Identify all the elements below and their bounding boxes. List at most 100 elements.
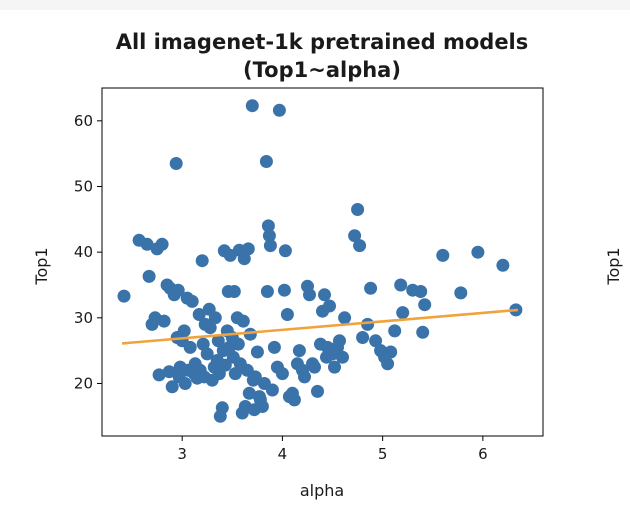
data-point-58	[228, 367, 242, 381]
data-point-84	[263, 239, 277, 253]
data-point-82	[261, 219, 275, 233]
data-point-78	[255, 400, 269, 413]
y-tick-label-2: 30	[74, 309, 93, 327]
y-axis-label: Top1	[32, 247, 51, 285]
data-point-16	[169, 157, 183, 170]
data-point-97	[292, 344, 306, 358]
data-point-135	[436, 248, 450, 262]
data-point-122	[364, 281, 378, 295]
data-point-57	[227, 285, 241, 298]
data-point-14	[165, 380, 179, 394]
data-point-42	[208, 311, 222, 325]
data-point-47	[215, 401, 229, 415]
data-point-83	[262, 229, 276, 243]
data-point-103	[308, 360, 321, 374]
data-point-81	[260, 285, 274, 298]
data-point-26	[183, 340, 197, 354]
data-point-132	[414, 285, 428, 298]
data-point-90	[277, 283, 291, 297]
y-tick-label-1: 20	[74, 374, 93, 392]
data-point-130	[396, 306, 410, 320]
data-point-95	[287, 393, 301, 407]
data-points	[117, 99, 523, 423]
fit-line	[121, 308, 519, 345]
data-point-127	[384, 345, 398, 359]
data-point-99	[298, 370, 311, 384]
data-point-50	[218, 358, 232, 372]
data-point-31	[192, 308, 206, 321]
data-point-4	[142, 269, 156, 283]
data-point-134	[418, 298, 432, 312]
axis-ticks: 3 4 5 6 20 30 40 50 60	[74, 112, 488, 463]
data-point-91	[278, 244, 292, 258]
data-point-123	[369, 334, 383, 348]
data-point-120	[356, 331, 370, 344]
data-point-110	[323, 299, 336, 313]
data-point-34	[196, 337, 210, 351]
data-point-133	[416, 325, 430, 339]
data-point-115	[336, 350, 349, 364]
data-point-114	[333, 334, 346, 348]
data-point-37	[200, 347, 214, 361]
data-point-92	[280, 308, 294, 321]
data-point-71	[245, 99, 259, 113]
chart-title: All imagenet-1k pretrained models	[116, 30, 529, 54]
data-point-119	[353, 239, 367, 253]
data-point-44	[211, 334, 225, 348]
data-point-18	[171, 283, 185, 297]
data-point-138	[496, 258, 510, 272]
fit-line-group	[121, 308, 519, 345]
data-point-86	[267, 340, 281, 354]
data-point-12	[162, 365, 176, 379]
data-point-60	[231, 337, 245, 351]
data-point-3	[140, 237, 154, 251]
y-tick-label-3: 40	[74, 243, 93, 261]
chart-subtitle: (Top1~alpha)	[243, 58, 401, 82]
data-point-126	[381, 357, 395, 371]
data-point-137	[471, 245, 485, 259]
data-point-27	[185, 294, 199, 308]
data-point-88	[272, 103, 286, 117]
data-point-65	[237, 252, 251, 266]
data-point-117	[348, 229, 362, 243]
data-point-68	[241, 242, 255, 256]
data-point-8	[152, 368, 166, 382]
data-point-107	[318, 288, 331, 302]
plot-frame	[101, 87, 544, 437]
data-point-112	[328, 360, 341, 374]
x-tick-label-4: 6	[478, 445, 488, 463]
data-point-80	[259, 155, 273, 168]
x-axis-label: alpha	[300, 481, 344, 500]
data-point-39	[203, 321, 217, 335]
data-point-121	[361, 317, 375, 331]
data-point-128	[388, 324, 402, 338]
data-point-9	[155, 237, 169, 251]
data-point-118	[351, 203, 365, 216]
data-point-33	[195, 254, 209, 268]
x-tick-label-2: 4	[278, 445, 288, 463]
data-point-136	[454, 286, 468, 300]
y-tick-label-4: 50	[74, 177, 93, 195]
data-point-64	[236, 314, 250, 328]
data-point-1	[117, 289, 131, 303]
data-point-104	[311, 384, 324, 398]
x-tick-label-3: 5	[378, 445, 388, 463]
y-tick-label-5: 60	[74, 112, 93, 130]
x-tick-label-1: 3	[177, 445, 187, 463]
data-point-69	[242, 386, 256, 400]
right-panel-y-axis-label: Top1	[604, 247, 623, 285]
data-point-22	[177, 324, 191, 338]
data-point-10	[157, 314, 171, 328]
data-point-116	[338, 311, 352, 325]
data-point-129	[394, 278, 408, 292]
data-point-23	[178, 377, 192, 390]
data-point-101	[303, 288, 316, 302]
data-point-70	[243, 327, 257, 341]
notebook-top-strip	[0, 0, 630, 10]
data-point-85	[265, 383, 279, 397]
data-point-89	[275, 367, 289, 381]
data-point-75	[250, 345, 264, 359]
data-point-74	[248, 370, 262, 384]
